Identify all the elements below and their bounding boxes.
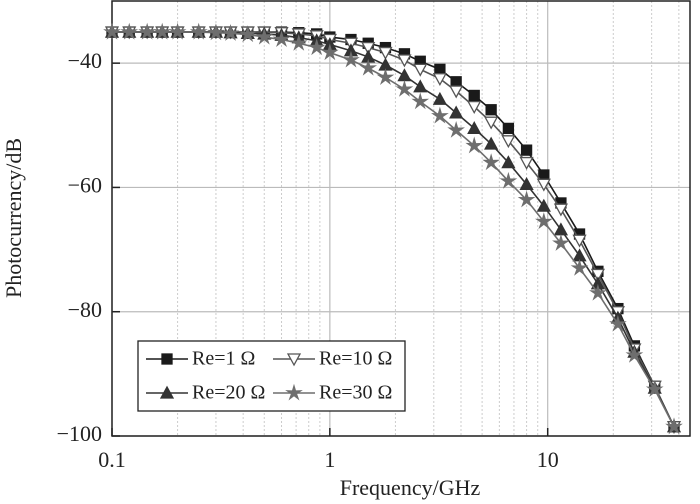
- point: [434, 63, 446, 76]
- point: [447, 120, 465, 138]
- point: [138, 22, 156, 40]
- x-axis-label: Frequency/GHz: [340, 475, 481, 500]
- point: [482, 153, 500, 171]
- point: [553, 203, 569, 217]
- point: [519, 156, 534, 170]
- point: [538, 169, 550, 181]
- point: [536, 178, 551, 192]
- point: [625, 345, 644, 363]
- point: [307, 38, 326, 56]
- x-tick-label: 10: [537, 447, 559, 472]
- point: [502, 122, 515, 135]
- x-tick-label: 0.1: [98, 447, 126, 472]
- point: [590, 268, 605, 282]
- point: [499, 171, 518, 189]
- point: [468, 89, 480, 102]
- point: [432, 73, 447, 87]
- point: [536, 198, 551, 212]
- point: [238, 25, 257, 43]
- point: [570, 258, 589, 276]
- point: [645, 380, 664, 397]
- point: [572, 234, 587, 248]
- point: [467, 121, 482, 135]
- point: [665, 417, 683, 435]
- legend-box: [137, 340, 406, 412]
- legend-marker: [286, 353, 302, 367]
- point: [321, 43, 339, 61]
- x-tick-label: 1: [324, 447, 335, 472]
- legend-marker: [161, 353, 173, 365]
- point: [534, 212, 553, 230]
- legend-label: Re=10 Ω: [319, 348, 392, 370]
- point: [449, 85, 464, 99]
- legend-marker: [285, 383, 303, 401]
- point: [120, 22, 139, 40]
- point: [609, 314, 627, 332]
- y-tick-label: −40: [68, 48, 102, 73]
- legend-label: Re=20 Ω: [192, 382, 265, 404]
- point: [411, 92, 430, 110]
- point: [449, 105, 464, 119]
- y-tick-label: −100: [57, 421, 102, 446]
- point: [272, 30, 291, 48]
- point: [484, 136, 499, 150]
- point: [376, 68, 395, 85]
- point: [589, 283, 607, 301]
- legend-label: Re=1 Ω: [192, 348, 255, 370]
- point: [378, 46, 393, 60]
- point: [221, 24, 240, 41]
- point: [517, 190, 536, 208]
- point: [289, 33, 308, 51]
- point: [552, 234, 570, 251]
- point: [484, 116, 499, 130]
- point: [432, 91, 447, 105]
- point: [395, 79, 414, 97]
- point: [553, 222, 569, 236]
- point: [413, 79, 428, 93]
- point: [207, 23, 225, 41]
- point: [450, 76, 462, 88]
- point: [413, 63, 428, 77]
- point: [501, 155, 516, 169]
- point: [168, 22, 187, 40]
- point: [342, 50, 360, 68]
- legend-label: Re=30 Ω: [319, 382, 392, 404]
- point: [255, 27, 274, 45]
- point: [467, 100, 482, 115]
- y-tick-label: −80: [68, 297, 102, 322]
- y-tick-label: −60: [68, 172, 102, 197]
- point: [359, 58, 378, 76]
- point: [397, 54, 412, 68]
- point: [431, 106, 449, 124]
- point: [189, 22, 208, 40]
- point: [520, 144, 533, 156]
- point: [397, 68, 412, 82]
- point: [501, 135, 516, 149]
- point: [103, 22, 121, 40]
- legend-marker: [159, 385, 175, 399]
- point: [361, 41, 376, 55]
- point: [153, 22, 172, 40]
- plot-frame: [111, 0, 691, 437]
- y-axis-label: Photocurrency/dB: [1, 138, 26, 298]
- point: [485, 104, 497, 116]
- point: [519, 176, 534, 190]
- point: [465, 136, 484, 154]
